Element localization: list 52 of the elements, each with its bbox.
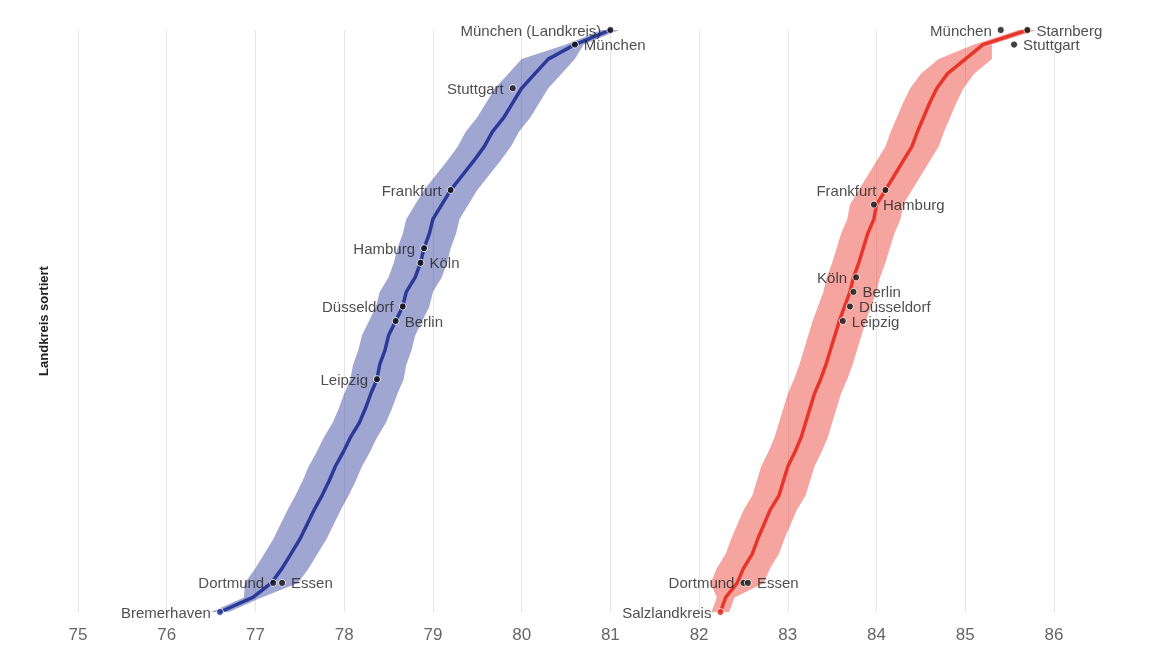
x-tick-label: 80 <box>512 625 532 644</box>
y-axis-title: Landkreis sortiert <box>36 265 51 376</box>
series-label: Bremerhaven <box>120 603 211 621</box>
point <box>845 302 854 311</box>
series-label: Leipzig <box>851 312 900 330</box>
series-label: Leipzig <box>320 370 369 388</box>
x-tick-label: 83 <box>778 625 798 644</box>
point <box>1010 40 1019 49</box>
series-label: Stuttgart <box>447 79 505 97</box>
point <box>215 608 224 616</box>
point <box>391 317 400 325</box>
point <box>570 40 579 49</box>
series-label: München (Landkreis) <box>460 21 602 39</box>
series-label: Hamburg <box>353 239 416 257</box>
series-label: Essen <box>756 574 799 592</box>
point <box>849 287 858 296</box>
series-label: Salzlandkreis <box>622 603 712 621</box>
series-label: Hamburg <box>882 196 945 214</box>
x-tick-label: 79 <box>423 625 443 644</box>
point <box>373 375 382 384</box>
point <box>838 317 847 325</box>
series-label: München <box>930 21 992 39</box>
series-label: Düsseldorf <box>322 297 395 315</box>
point <box>996 26 1005 34</box>
point <box>716 608 725 616</box>
point <box>446 186 455 195</box>
x-tick-label: 77 <box>245 625 265 644</box>
x-tick-label: 76 <box>157 625 177 644</box>
x-tick-label: 75 <box>68 625 88 644</box>
x-tick-label: 78 <box>334 625 354 644</box>
point <box>852 273 861 282</box>
point <box>606 26 615 34</box>
point <box>881 186 890 195</box>
series-label: Stuttgart <box>1023 36 1081 54</box>
point <box>278 578 287 587</box>
x-tick-label: 84 <box>867 625 887 644</box>
x-tick-label: 81 <box>600 625 620 644</box>
point <box>1023 26 1032 34</box>
point <box>269 578 278 587</box>
point <box>508 84 517 93</box>
x-tick-label: 86 <box>1044 625 1064 644</box>
series-label: Essen <box>291 574 333 592</box>
point <box>398 302 407 311</box>
series-label: Dortmund <box>668 574 735 592</box>
x-tick-label: 85 <box>955 625 975 644</box>
point <box>743 578 752 587</box>
series-label: Berlin <box>404 312 443 330</box>
point <box>416 258 425 267</box>
series-label: Starnberg <box>1036 21 1103 39</box>
point <box>869 200 878 209</box>
x-tick-label: 82 <box>689 625 709 644</box>
point <box>420 244 429 253</box>
